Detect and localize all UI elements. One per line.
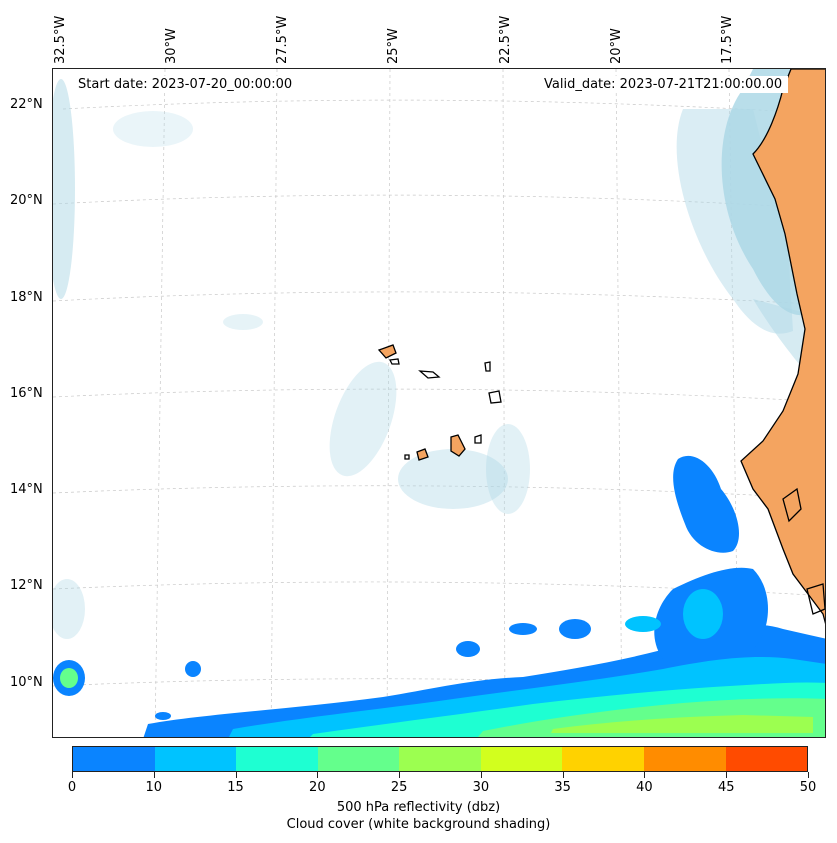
cloud-small-patch xyxy=(223,314,263,330)
colorbar-cell-8 xyxy=(725,747,808,771)
coast-maio xyxy=(474,434,482,444)
lat-label-12n: 12°N xyxy=(10,578,43,593)
land-island-santiago xyxy=(451,435,465,456)
colorbar-tick-mark xyxy=(726,772,728,778)
lon-label-25w: 25°W xyxy=(386,28,401,64)
lat-label-20n: 20°N xyxy=(10,193,43,208)
cloud-cover xyxy=(53,69,825,639)
lat-label-14n: 14°N xyxy=(10,482,43,497)
lon-label-32-5w: 32.5°W xyxy=(53,15,68,64)
lon-label-17-5w: 17.5°W xyxy=(720,15,735,64)
reflect-small-cell-f xyxy=(155,712,171,720)
reflect-south-band-peak xyxy=(551,715,813,733)
reflect-small-cell-c xyxy=(509,623,537,635)
colorbar-label: 500 hPa reflectivity (dbz) xyxy=(336,800,501,815)
colorbar-tick-mark xyxy=(317,772,319,778)
coast-brava xyxy=(404,454,410,460)
reflect-small-cell-a xyxy=(185,661,201,677)
start-date-label: Start date: 2023-07-20_00:00:00 xyxy=(72,76,299,93)
colorbar-cell-0 xyxy=(73,747,155,771)
cloud-cape-verde-c xyxy=(486,424,530,514)
colorbar-tick-label: 50 xyxy=(799,780,817,795)
coast-guinea xyxy=(806,583,825,615)
colorbar-cell-6 xyxy=(562,747,644,771)
colorbar-tick-label: 15 xyxy=(227,780,244,795)
colorbar-tick-label: 30 xyxy=(472,780,490,795)
cloud-cape-verde-b xyxy=(398,449,508,509)
map-canvas xyxy=(53,69,825,737)
coast-gambia xyxy=(782,487,802,523)
cloud-cape-verde-a xyxy=(329,361,397,477)
coast-santiago xyxy=(450,434,466,457)
coast-santo-antao xyxy=(377,344,397,359)
reflect-west-cell-core xyxy=(60,668,78,688)
coast-africa xyxy=(740,69,825,625)
land-areas xyxy=(379,69,825,622)
coastlines xyxy=(377,69,825,625)
coast-sao-nicolau xyxy=(418,370,441,379)
reflect-small-cell-b xyxy=(456,641,480,657)
colorbar-tick-label: 35 xyxy=(554,780,571,795)
reflect-small-cell-d xyxy=(559,619,591,639)
colorbar-tick-label: 45 xyxy=(717,780,735,795)
map-panel[interactable] xyxy=(52,68,826,738)
cloud-left-lower xyxy=(53,579,85,639)
coast-sal xyxy=(484,361,491,372)
cloud-north-patch xyxy=(113,111,193,147)
colorbar-cell-2 xyxy=(236,747,318,771)
colorbar-tick-mark xyxy=(562,772,564,778)
reflectivity xyxy=(53,455,825,737)
coast-boa-vista xyxy=(488,390,502,404)
colorbar-cell-7 xyxy=(643,747,726,771)
colorbar-cell-3 xyxy=(317,747,400,771)
colorbar-tick-label: 10 xyxy=(145,780,163,795)
coast-sao-vicente xyxy=(389,358,400,365)
colorbar-tick-label: 20 xyxy=(309,780,326,795)
colorbar-cell-1 xyxy=(154,747,237,771)
lon-label-27-5w: 27.5°W xyxy=(275,15,290,64)
reflect-small-cell-e xyxy=(625,616,661,632)
reflect-senegal-blob xyxy=(673,455,740,553)
lon-label-22-5w: 22.5°W xyxy=(498,15,513,64)
valid-date-label: Valid_date: 2023-07-21T21:00:00.00 xyxy=(538,76,789,93)
lat-label-16n: 16°N xyxy=(10,386,43,401)
land-africa xyxy=(741,69,825,622)
lat-label-10n: 10°N xyxy=(10,675,43,690)
reflect-east-swath-core xyxy=(683,589,723,639)
lon-label-30w: 30°W xyxy=(164,28,179,64)
lat-label-18n: 18°N xyxy=(10,290,43,305)
colorbar-tick-label: 25 xyxy=(390,780,408,795)
coast-fogo xyxy=(416,448,429,461)
colorbar-tick-mark xyxy=(644,772,646,778)
cloud-left-edge xyxy=(53,79,75,299)
colorbar-tick-label: 40 xyxy=(636,780,653,795)
colorbar-tick-mark xyxy=(235,772,237,778)
colorbar-tick-mark xyxy=(808,772,809,778)
colorbar-tick-mark xyxy=(480,772,482,778)
lat-label-22n: 22°N xyxy=(10,97,43,112)
colorbar-sublabel: Cloud cover (white background shading) xyxy=(286,817,551,832)
colorbar-tick-mark xyxy=(72,772,73,778)
lon-label-20w: 20°W xyxy=(609,28,624,64)
colorbar-cell-4 xyxy=(399,747,481,771)
colorbar xyxy=(72,746,808,772)
colorbar-tick-label: 0 xyxy=(67,780,77,795)
colorbar-cell-5 xyxy=(480,747,563,771)
colorbar-tick-mark xyxy=(399,772,401,778)
colorbar-tick-mark xyxy=(153,772,155,778)
